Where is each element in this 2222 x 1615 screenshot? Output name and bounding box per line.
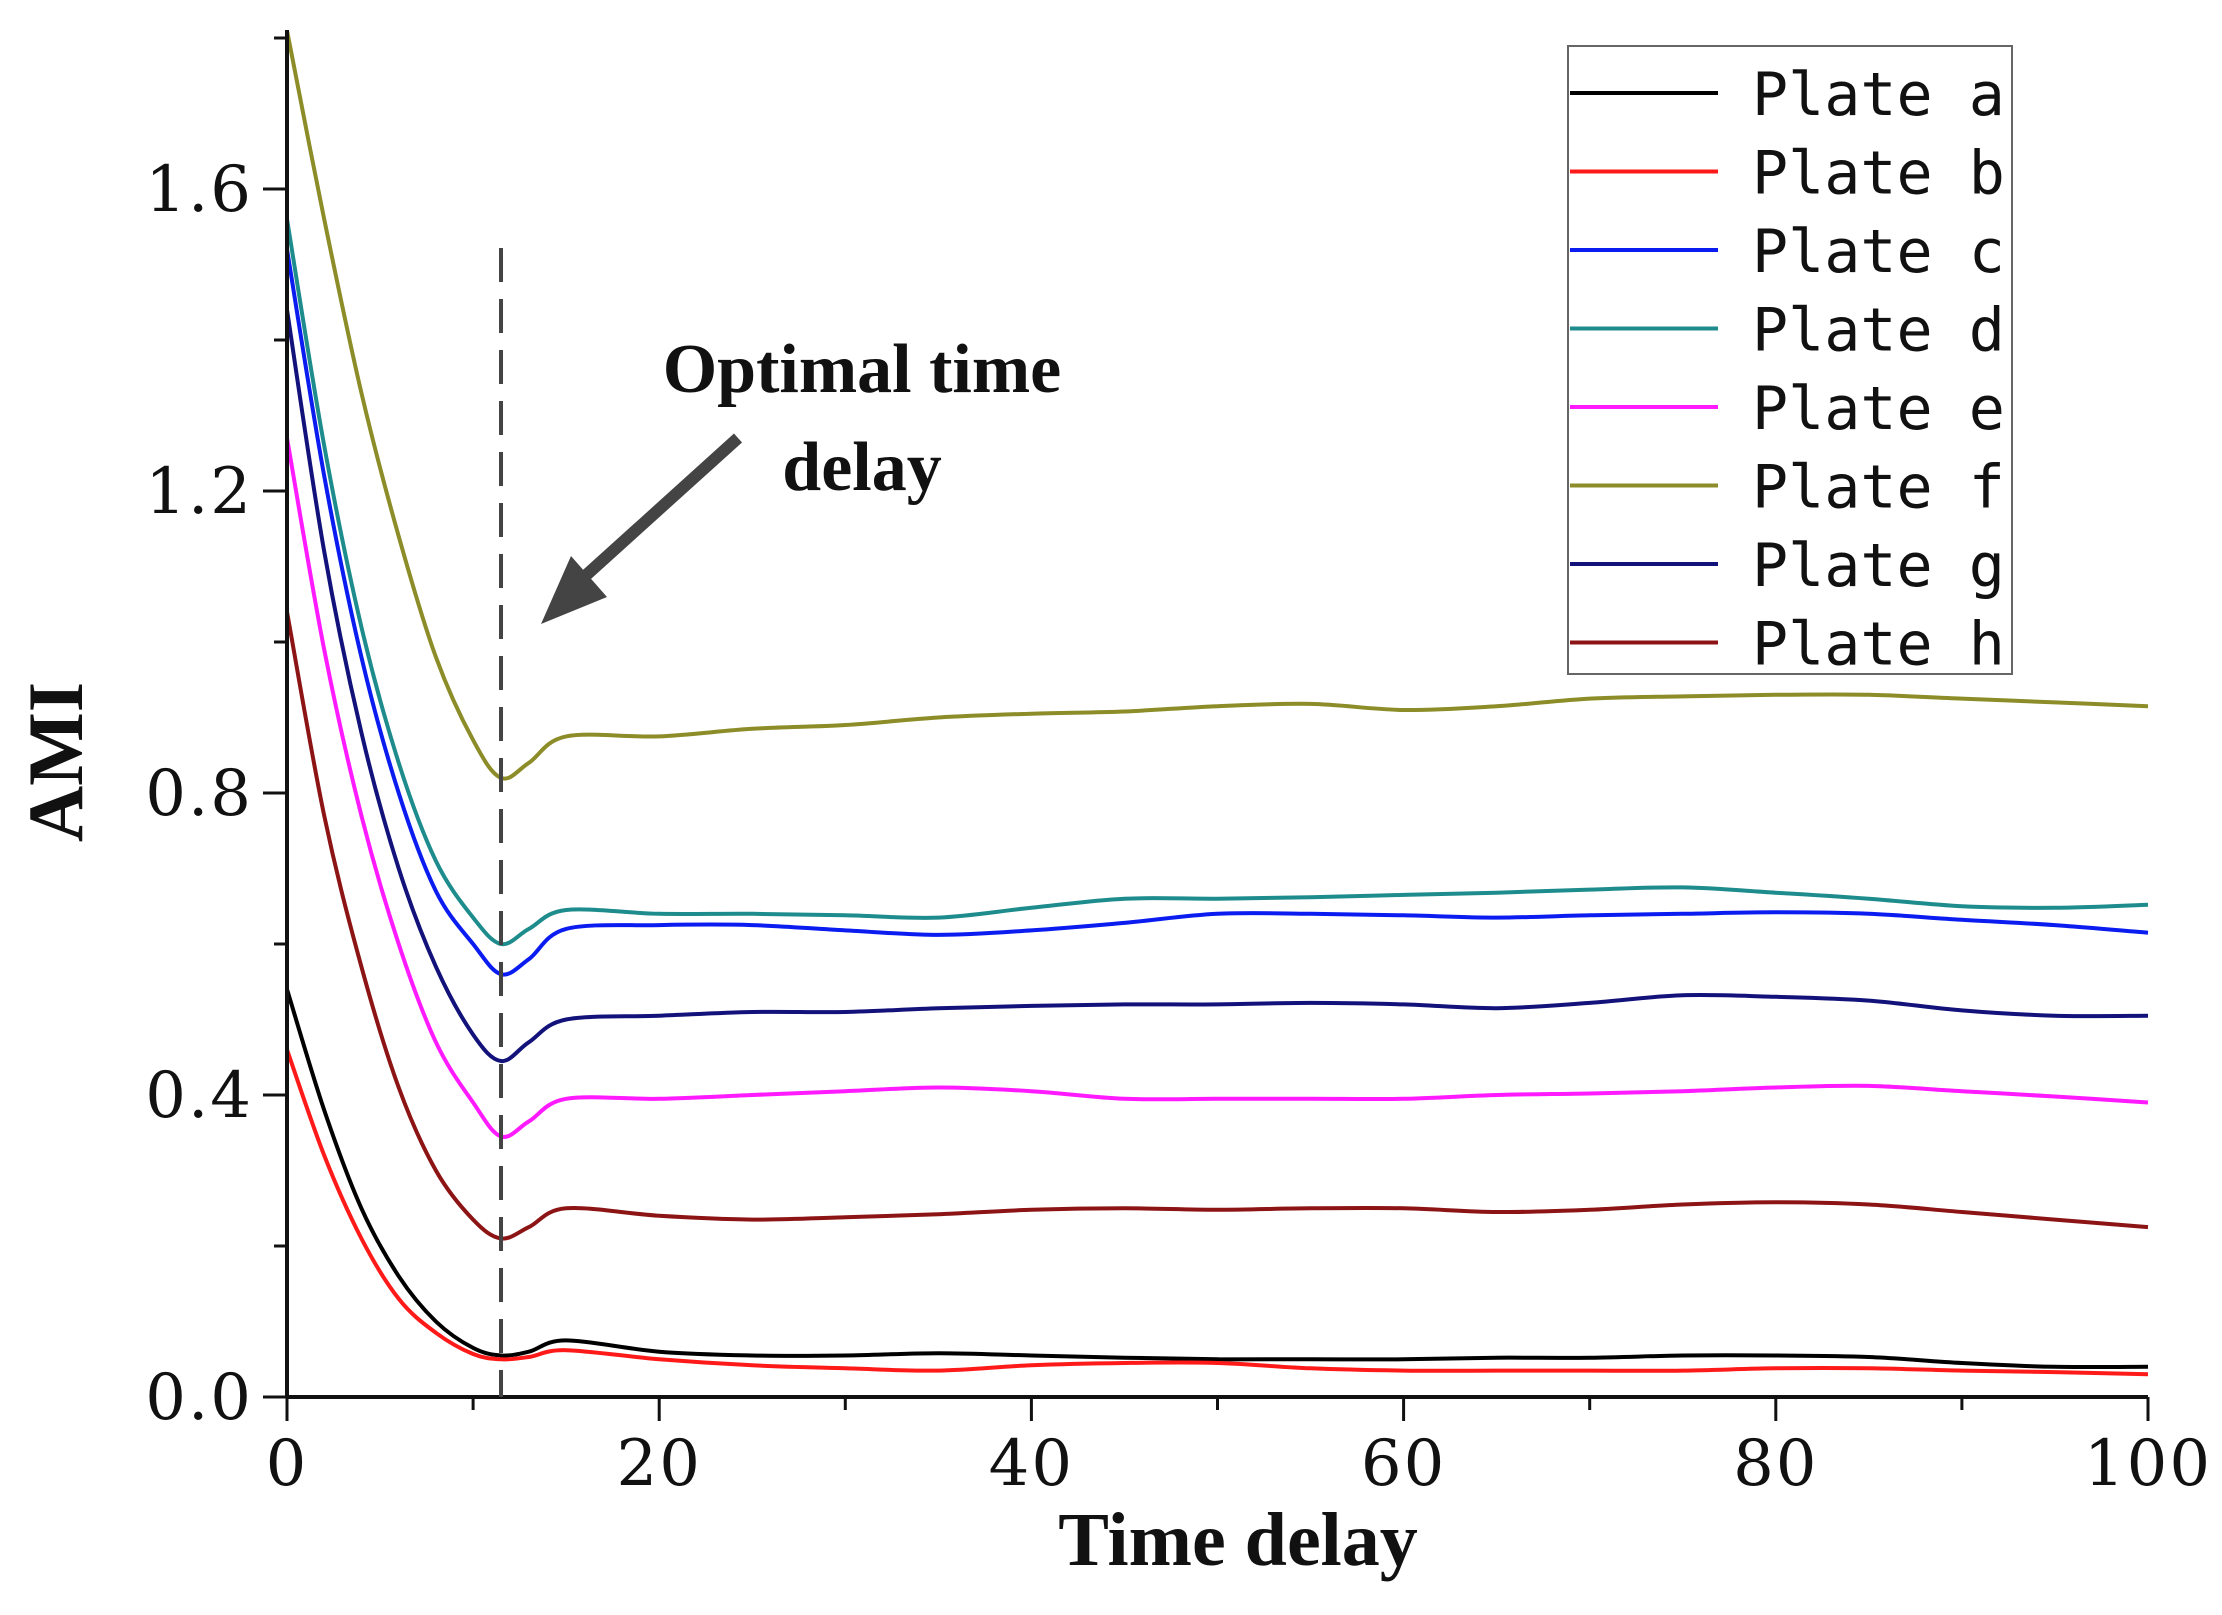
annotation: Optimal time delay bbox=[499, 248, 1062, 1397]
legend-label: Plate e bbox=[1752, 374, 2005, 444]
legend-label: Plate a bbox=[1752, 60, 2005, 130]
annotation-arrow-shaft bbox=[578, 433, 743, 583]
legend: Plate a Plate b Plate c Plate d Plate e Plate… bbox=[1567, 45, 2013, 680]
plot-lines bbox=[285, 30, 2149, 1377]
y-tick-label: 0.8 bbox=[145, 757, 253, 831]
annotation-text-line-1: Optimal time bbox=[663, 331, 1062, 408]
y-tick-label: 1.6 bbox=[145, 153, 253, 227]
legend-label: Plate c bbox=[1752, 217, 2005, 287]
x-tick-label: 100 bbox=[2084, 1427, 2212, 1501]
x-axis-title: Time delay bbox=[1058, 1498, 1418, 1582]
series-line-a bbox=[285, 988, 2149, 1370]
series-line-c bbox=[285, 249, 2149, 977]
series-line-e bbox=[285, 437, 2149, 1140]
legend-label: Plate g bbox=[1752, 531, 2005, 601]
legend-label: Plate d bbox=[1752, 296, 2005, 366]
x-tick-label: 80 bbox=[1733, 1427, 1818, 1501]
y-tick-label: 0.0 bbox=[145, 1361, 253, 1435]
annotation-text-line-2: delay bbox=[782, 429, 941, 506]
ticks: 0 20 40 60 80 100 0.0 0.4 0.8 1.2 1.6 bbox=[145, 36, 2212, 1501]
x-tick-label: 60 bbox=[1361, 1427, 1446, 1501]
y-tick-label: 0.4 bbox=[145, 1059, 253, 1133]
series-line-h bbox=[285, 611, 2149, 1241]
y-tick-label: 1.2 bbox=[145, 455, 253, 529]
series-line-d bbox=[285, 218, 2149, 947]
legend-label: Plate b bbox=[1752, 139, 2005, 209]
legend-label: Plate h bbox=[1752, 610, 2005, 680]
series-line-g bbox=[285, 309, 2149, 1064]
legend-box bbox=[1567, 45, 2013, 675]
y-axis-title: AMI bbox=[12, 682, 99, 842]
x-tick-label: 40 bbox=[989, 1427, 1074, 1501]
x-tick-label: 0 bbox=[266, 1427, 309, 1501]
annotation-arrow-head bbox=[541, 556, 607, 624]
legend-label: Plate f bbox=[1752, 453, 2005, 523]
x-tick-label: 20 bbox=[616, 1427, 701, 1501]
series-line-b bbox=[285, 1049, 2149, 1377]
series-line-f bbox=[285, 30, 2149, 781]
